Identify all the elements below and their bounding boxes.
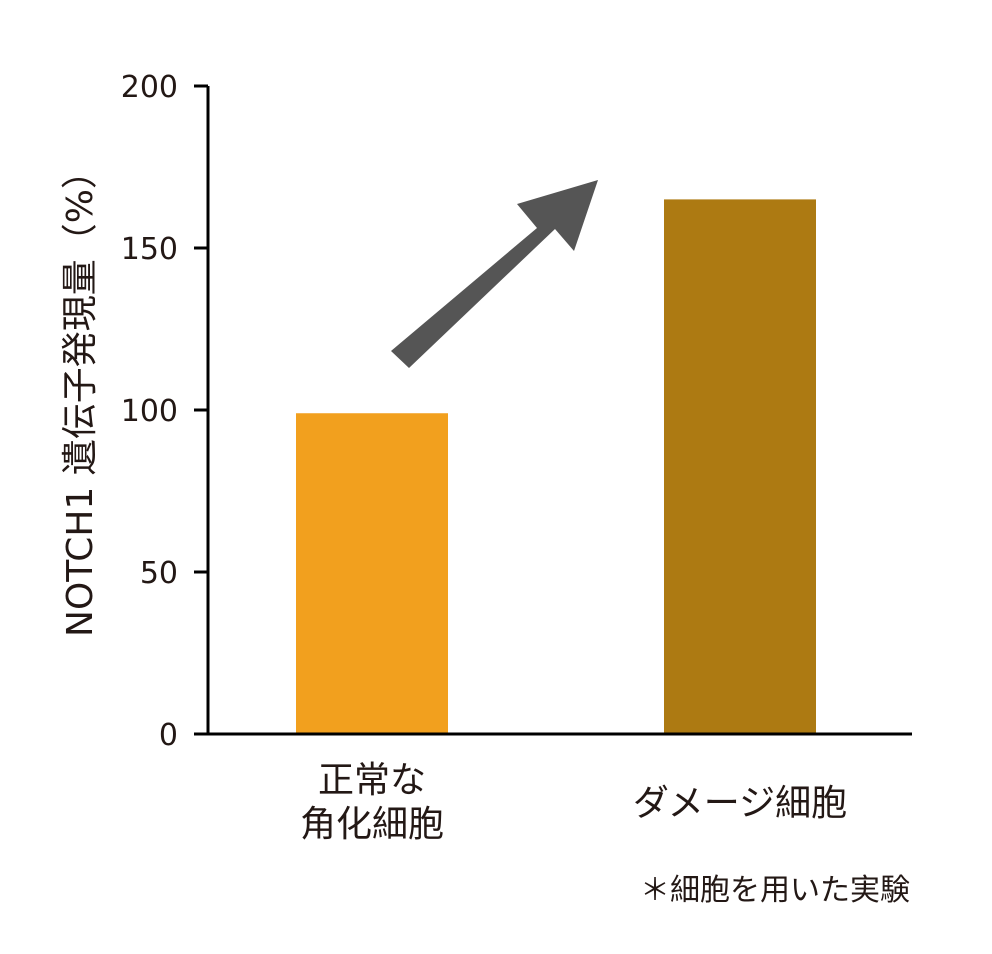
bars — [296, 199, 816, 734]
y-tick-label: 150 — [121, 232, 178, 267]
arrow-shape — [391, 180, 598, 368]
bar — [664, 199, 816, 734]
y-axis: 0 50 100 150 200 — [121, 70, 210, 753]
y-tick-label: 100 — [121, 394, 178, 429]
y-tick-label: 200 — [121, 70, 178, 105]
footnote: ＊細胞を用いた実験 — [640, 873, 910, 908]
y-tick-label: 0 — [159, 718, 178, 753]
category-label: 正常な — [318, 760, 426, 801]
y-axis-label: NOTCH1 遺伝子発現量（%） — [60, 153, 101, 637]
increase-arrow-icon — [391, 180, 598, 368]
bar — [296, 413, 448, 734]
y-tick-label: 50 — [140, 556, 178, 591]
category-label: 角化細胞 — [300, 804, 444, 845]
category-label: ダメージ細胞 — [633, 783, 847, 824]
